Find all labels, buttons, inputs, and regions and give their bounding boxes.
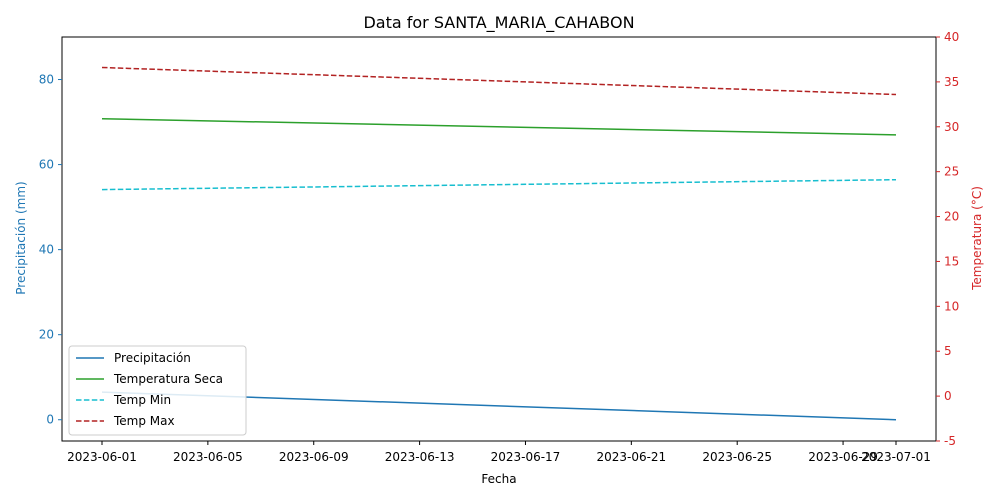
y-right-tick-label: 20 [944, 210, 959, 224]
y-left-tick-label: 20 [39, 328, 54, 342]
x-tick-label: 2023-06-13 [385, 450, 455, 464]
series-line-1 [101, 117, 897, 136]
x-tick-label: 2023-06-21 [596, 450, 666, 464]
x-tick-label: 2023-06-05 [173, 450, 243, 464]
plot-frame [61, 36, 937, 442]
y-right-tick-label: 0 [944, 389, 952, 403]
y-axis-right-label: Temperatura (°C) [970, 186, 984, 291]
y-right-tick-label: 25 [944, 165, 959, 179]
chart-title: Data for SANTA_MARIA_CAHABON [363, 13, 634, 33]
x-tick-label: 2023-06-29 [808, 450, 878, 464]
y-axis-left-label: Precipitación (mm) [14, 181, 28, 294]
y-left-tick-label: 60 [39, 158, 54, 172]
x-axis-label: Fecha [481, 472, 516, 486]
legend-label-3: Temp Max [113, 414, 175, 428]
y-left-tick-label: 80 [39, 73, 54, 87]
legend-label-0: Precipitación [114, 351, 191, 365]
x-tick-label: 2023-07-01 [861, 450, 931, 464]
x-tick-label: 2023-06-09 [279, 450, 349, 464]
y-right-tick-label: 15 [944, 254, 959, 268]
y-right-tick-label: 35 [944, 75, 959, 89]
legend-label-2: Temp Min [113, 393, 171, 407]
y-right-tick-label: 40 [944, 30, 959, 44]
chart-marks: 2023-06-01 2023-06-05 2023-06-09 2023-06-13… [39, 30, 960, 464]
series-line-3 [101, 66, 897, 96]
y-right-tick-label: 5 [944, 344, 952, 358]
y-left-tick-label: 0 [46, 413, 54, 427]
x-tick-label: 2023-06-17 [491, 450, 561, 464]
y-right-tick-label: 30 [944, 120, 959, 134]
x-tick-label: 2023-06-25 [702, 450, 772, 464]
y-right-tick-label: 10 [944, 299, 959, 313]
legend-box [68, 345, 247, 436]
y-right-tick-label: -5 [944, 434, 956, 448]
x-tick-label: 2023-06-01 [67, 450, 137, 464]
y-left-tick-label: 40 [39, 243, 54, 257]
legend-label-1: Temperatura Seca [113, 372, 223, 386]
series-line-2 [101, 178, 897, 191]
